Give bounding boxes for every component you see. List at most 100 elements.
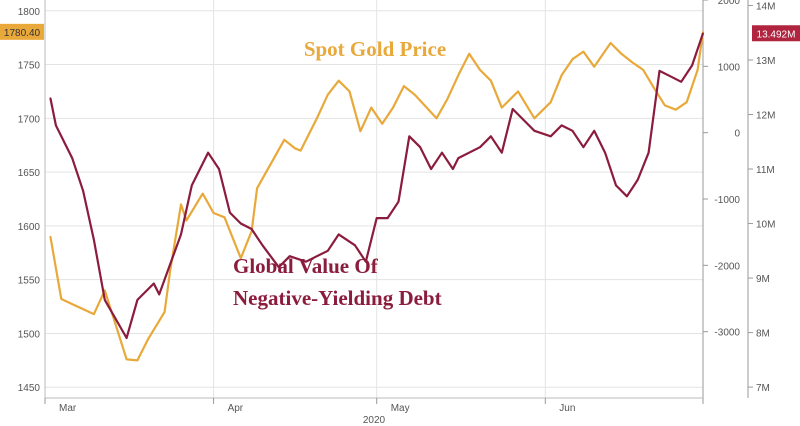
gold-point	[223, 216, 226, 219]
gold-point	[163, 311, 166, 313]
y-left-tick-label: 1600	[18, 222, 41, 233]
debt-point	[604, 151, 606, 154]
series-line-debt	[49, 32, 705, 340]
debt-point	[49, 97, 52, 99]
y-right-tick-label: 10M	[756, 220, 775, 231]
gold-point	[348, 90, 351, 93]
debt-point	[490, 135, 492, 138]
debt-point	[305, 260, 307, 263]
gold-point	[675, 108, 677, 111]
gold-point	[685, 101, 688, 103]
x-tick-label: Jun	[559, 403, 575, 414]
debt-point	[386, 217, 389, 219]
gold-point	[180, 203, 182, 206]
gold-point	[136, 359, 139, 362]
debt-point	[158, 293, 160, 296]
gold-point	[560, 74, 563, 77]
y-left-tick-label: 1750	[18, 61, 41, 72]
debt-point	[408, 135, 411, 138]
gold-point	[620, 53, 623, 55]
debt-point	[240, 222, 242, 225]
gold-point	[435, 117, 438, 120]
gold-point	[240, 257, 242, 260]
debt-last-value-text: 13.492M	[757, 29, 796, 40]
y-axis-mid: 2000 1000 0 -1000 -2000 -3000	[702, 0, 741, 398]
debt-point	[354, 244, 356, 247]
debt-last-value-badge	[752, 25, 800, 42]
x-year-label: 2020	[363, 415, 386, 426]
debt-point	[125, 337, 128, 339]
gold-point	[370, 106, 373, 109]
debt-point	[457, 157, 460, 159]
debt-point	[316, 255, 318, 257]
gold-point	[653, 87, 655, 89]
gold-point	[327, 93, 329, 96]
gold-point	[582, 50, 585, 53]
y-right-tick-label: 12M	[756, 110, 775, 121]
debt-point	[430, 168, 432, 170]
debt-point	[691, 64, 693, 67]
y-left-tick-label: 1700	[18, 114, 41, 125]
debt-point	[288, 255, 291, 257]
debt-point	[278, 266, 280, 269]
debt-point	[153, 282, 155, 285]
gold-point	[104, 289, 106, 292]
gold-point	[93, 313, 95, 315]
gold-last-value-text: 1780.40	[4, 28, 41, 39]
gold-point	[299, 149, 302, 152]
debt-point	[191, 184, 193, 187]
y-right-tick-label: 7M	[756, 383, 770, 394]
gold-point	[294, 147, 296, 150]
debt-point	[365, 260, 367, 263]
gold-point	[125, 358, 128, 361]
gold-point	[593, 65, 595, 68]
y-left-tick-label: 1650	[18, 168, 41, 179]
y-mid-tick-label: 1000	[718, 62, 741, 73]
y-left-tick-label: 1450	[18, 383, 41, 394]
gold-point	[501, 106, 503, 109]
debt-point	[375, 217, 378, 219]
debt-point	[615, 184, 617, 187]
series-lines	[49, 31, 705, 362]
x-tick-label: Mar	[59, 403, 77, 414]
gold-point	[446, 98, 449, 100]
debt-point	[582, 146, 585, 148]
debt-point	[647, 151, 650, 154]
debt-point	[397, 200, 400, 203]
gold-point	[60, 298, 63, 300]
y-right-tick-label: 9M	[756, 274, 770, 285]
y-axis-left: 1800 1750 1700 1650 1600 1550 1500 1450	[18, 0, 46, 398]
debt-point	[511, 108, 514, 110]
gold-point	[283, 139, 286, 141]
y-left-tick-label: 1500	[18, 329, 41, 340]
debt-point	[55, 124, 57, 127]
debt-point	[250, 228, 253, 230]
gold-point	[479, 69, 481, 71]
debt-point	[82, 190, 84, 192]
debt-point	[104, 299, 106, 301]
series-label-debt-line1: Global Value Of	[233, 254, 379, 278]
series-label-gold: Spot Gold Price	[304, 37, 446, 61]
gold-point	[702, 31, 704, 33]
gold-point	[642, 69, 644, 71]
gold-point	[457, 74, 460, 77]
debt-point	[549, 135, 552, 138]
y-right-tick-label: 14M	[756, 1, 775, 12]
debt-point	[680, 81, 682, 83]
debt-point	[136, 299, 139, 301]
y-right-tick-label: 11M	[756, 165, 775, 176]
debt-point	[533, 130, 536, 132]
debt-point	[261, 244, 264, 247]
debt-point	[327, 250, 329, 252]
gold-point	[392, 106, 394, 109]
gold-point	[212, 212, 215, 214]
gold-point	[403, 85, 405, 87]
gold-point	[359, 130, 362, 132]
gold-point	[549, 101, 552, 103]
debt-point	[441, 151, 443, 154]
debt-point	[571, 130, 574, 132]
gold-point	[201, 192, 204, 195]
debt-point	[337, 233, 340, 236]
y-left-tick-label: 1800	[18, 7, 41, 18]
gold-point	[517, 90, 519, 93]
